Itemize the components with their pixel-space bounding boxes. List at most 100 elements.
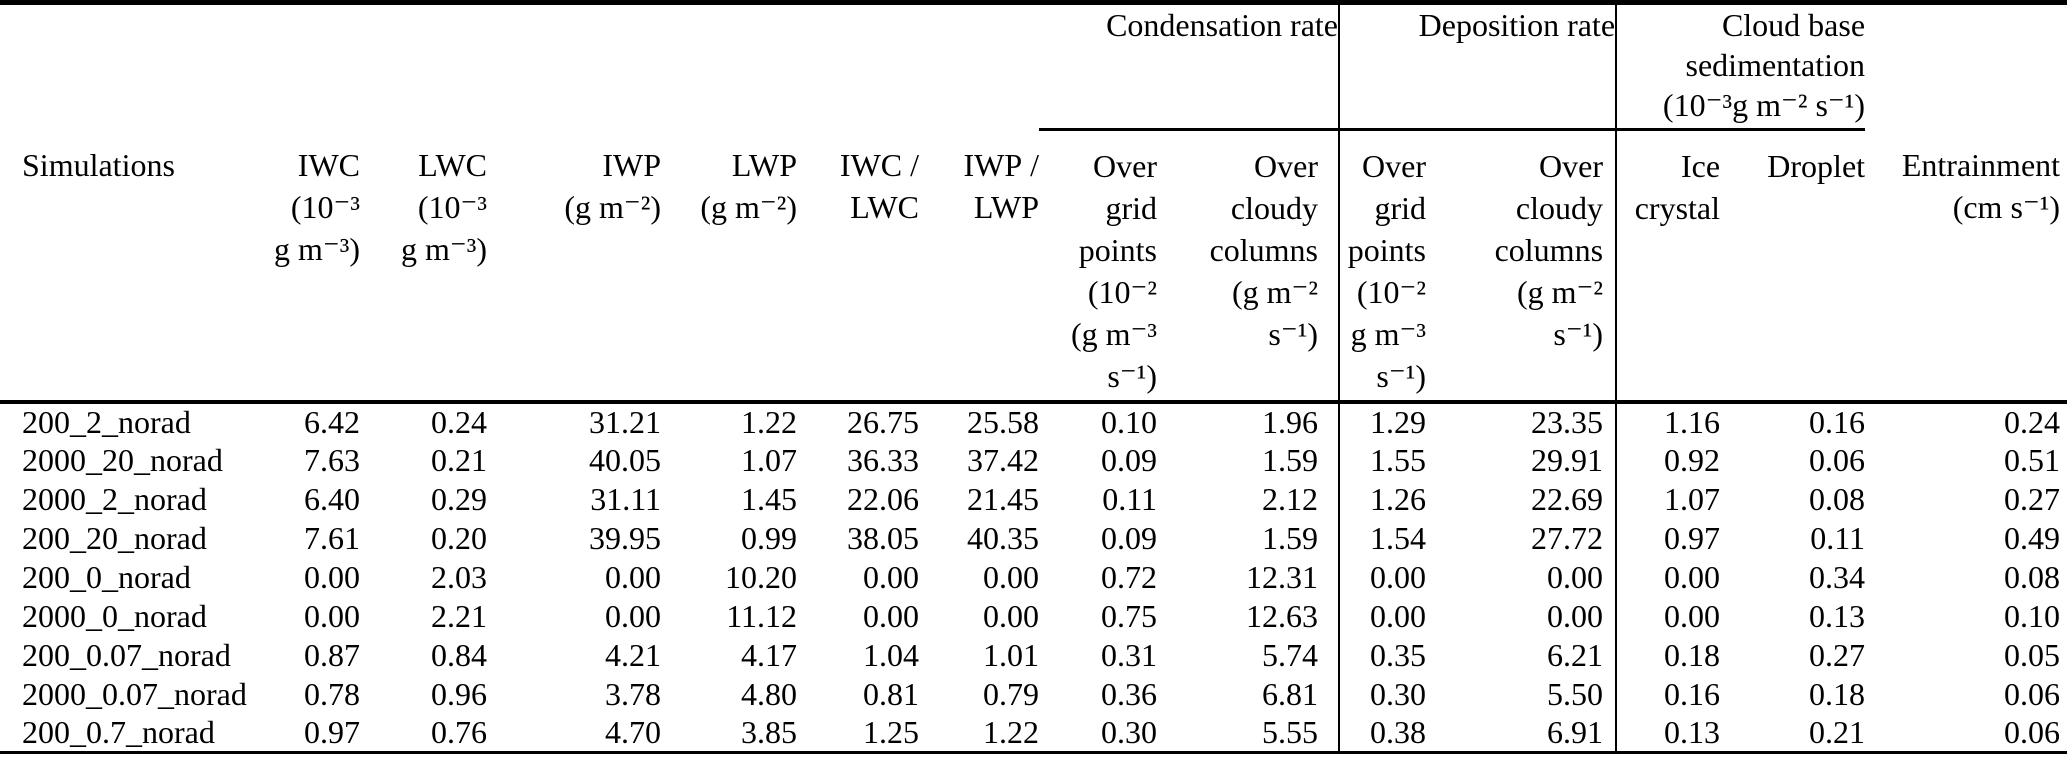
cell-iwp: 4.21 <box>605 636 661 673</box>
col-header-dep-cloudy-columns: Over cloudy columns (g m⁻² s⁻¹) <box>1426 129 1617 404</box>
col-header-iwp: IWP (g m⁻²) <box>487 129 661 404</box>
cell-dep-cloudy-columns: 27.72 <box>1531 519 1604 556</box>
cell-iwc: 6.40 <box>304 480 360 517</box>
table-row: 2000_0_norad 0.00 2.21 0.00 11.12 0.00 0… <box>0 596 2067 636</box>
cell-ice-crystal-sedimentation: 0.00 <box>1615 596 1721 636</box>
table-row: 200_0.7_norad 0.97 0.76 4.70 3.85 1.25 1… <box>0 713 2067 753</box>
cell-entrainment: 0.51 <box>2004 441 2061 478</box>
cell-dep-cloudy-columns: 29.91 <box>1531 441 1604 478</box>
cell-entrainment: 0.06 <box>2004 675 2061 712</box>
cell-lwc: 0.21 <box>431 441 487 478</box>
cell-entrainment: 0.24 <box>2004 403 2061 440</box>
cell-lwp: 0.99 <box>741 519 797 556</box>
cell-ice-crystal-sedimentation: 0.92 <box>1615 440 1721 480</box>
cell-droplet-sedimentation: 0.34 <box>1809 558 1866 595</box>
cell-iwp-lwp-ratio: 40.35 <box>967 519 1039 556</box>
cell-droplet-sedimentation: 0.13 <box>1809 597 1866 634</box>
cell-dep-grid-points: 1.54 <box>1338 518 1426 558</box>
cell-lwc: 0.24 <box>431 403 487 440</box>
cell-droplet-sedimentation: 0.11 <box>1810 519 1866 556</box>
cell-iwc: 0.87 <box>304 636 360 673</box>
cell-ice-crystal-sedimentation: 0.00 <box>1615 557 1721 597</box>
cell-cond-grid-points: 0.36 <box>1101 675 1157 712</box>
cell-dep-cloudy-columns: 0.00 <box>1547 597 1604 634</box>
col-header-simulations: Simulations <box>0 129 260 404</box>
cell-iwp: 0.00 <box>605 597 661 634</box>
cell-iwc-lwc-ratio: 1.04 <box>863 636 919 673</box>
cell-iwp-lwp-ratio: 1.01 <box>983 636 1039 673</box>
cell-ice-crystal-sedimentation: 0.97 <box>1615 518 1721 558</box>
cell-iwc-lwc-ratio: 38.05 <box>847 519 919 556</box>
cell-iwc: 7.63 <box>304 441 360 478</box>
table-row: 200_20_norad 7.61 0.20 39.95 0.99 38.05 … <box>0 518 2067 558</box>
cell-cond-grid-points: 0.75 <box>1101 597 1157 634</box>
cell-iwc-lwc-ratio: 26.75 <box>847 403 919 440</box>
cell-iwc-lwc-ratio: 1.25 <box>863 713 919 750</box>
row-label-simulation: 200_0_norad <box>22 558 191 595</box>
cell-cond-grid-points: 0.72 <box>1101 558 1157 595</box>
cell-droplet-sedimentation: 0.27 <box>1809 636 1866 673</box>
cell-lwp: 1.07 <box>741 441 797 478</box>
cell-iwp-lwp-ratio: 0.00 <box>983 558 1039 595</box>
cell-cond-cloudy-columns: 1.59 <box>1262 519 1318 556</box>
table-row: 200_2_norad 6.42 0.24 31.21 1.22 26.75 2… <box>0 401 2067 441</box>
cell-dep-cloudy-columns: 6.91 <box>1547 713 1604 750</box>
cell-cond-grid-points: 0.09 <box>1101 519 1157 556</box>
cell-lwp: 3.85 <box>741 713 797 750</box>
cell-dep-cloudy-columns: 23.35 <box>1531 403 1604 440</box>
cell-iwp-lwp-ratio: 21.45 <box>967 480 1039 517</box>
row-label-simulation: 200_0.7_norad <box>22 713 215 750</box>
cell-ice-crystal-sedimentation: 0.16 <box>1615 674 1721 714</box>
cell-iwp-lwp-ratio: 1.22 <box>983 713 1039 750</box>
cell-iwc: 7.61 <box>304 519 360 556</box>
cell-lwc: 0.76 <box>431 713 487 750</box>
row-label-simulation: 2000_0.07_norad <box>22 675 247 712</box>
cell-iwc: 0.78 <box>304 675 360 712</box>
cell-iwp: 0.00 <box>605 558 661 595</box>
group-deposition-rate: Deposition rate <box>1337 2 1617 131</box>
cell-iwc-lwc-ratio: 0.00 <box>863 597 919 634</box>
cell-cond-cloudy-columns: 6.81 <box>1262 675 1318 712</box>
cell-iwp: 39.95 <box>589 519 661 556</box>
cell-iwc-lwc-ratio: 0.00 <box>863 558 919 595</box>
cell-iwc-lwc-ratio: 36.33 <box>847 441 919 478</box>
cell-iwp-lwp-ratio: 0.00 <box>983 597 1039 634</box>
row-label-simulation: 200_0.07_norad <box>22 636 231 673</box>
group-spacer-right <box>1865 3 2067 130</box>
cell-cond-grid-points: 0.09 <box>1101 441 1157 478</box>
table-row: 2000_0.07_norad 0.78 0.96 3.78 4.80 0.81… <box>0 674 2067 714</box>
group-spacer-left <box>0 3 1039 130</box>
cell-dep-cloudy-columns: 6.21 <box>1547 636 1604 673</box>
cell-lwc: 0.84 <box>431 636 487 673</box>
row-label-simulation: 200_20_norad <box>22 519 207 556</box>
cell-lwc: 0.96 <box>431 675 487 712</box>
cell-lwp: 4.17 <box>741 636 797 673</box>
cell-cond-cloudy-columns: 5.74 <box>1262 636 1318 673</box>
group-cloud-base-sedimentation: Cloud base sedimentation (10⁻³g m⁻² s⁻¹) <box>1615 2 1866 131</box>
cell-ice-crystal-sedimentation: 0.18 <box>1615 635 1721 675</box>
cell-dep-grid-points: 0.00 <box>1338 557 1426 597</box>
cell-iwp-lwp-ratio: 25.58 <box>967 403 1039 440</box>
cell-dep-cloudy-columns: 22.69 <box>1531 480 1604 517</box>
group-header-row: Condensation rate Deposition rate Cloud … <box>0 2 2067 131</box>
cell-droplet-sedimentation: 0.16 <box>1809 403 1866 440</box>
cell-lwc: 0.20 <box>431 519 487 556</box>
table-row: 2000_20_norad 7.63 0.21 40.05 1.07 36.33… <box>0 440 2067 480</box>
cell-entrainment: 0.49 <box>2004 519 2061 556</box>
row-label-simulation: 2000_2_norad <box>22 480 207 517</box>
row-label-simulation: 2000_0_norad <box>22 597 207 634</box>
cell-lwp: 11.12 <box>726 597 797 634</box>
cell-iwp: 31.21 <box>589 403 661 440</box>
cell-lwp: 4.80 <box>741 675 797 712</box>
cell-dep-cloudy-columns: 0.00 <box>1547 558 1604 595</box>
cell-cond-cloudy-columns: 12.31 <box>1246 558 1318 595</box>
cell-iwc-lwc-ratio: 0.81 <box>863 675 919 712</box>
cell-cond-grid-points: 0.11 <box>1102 480 1157 517</box>
cell-lwc: 2.21 <box>431 597 487 634</box>
col-header-ice-crystal: Ice crystal <box>1615 129 1721 404</box>
cell-entrainment: 0.10 <box>2004 597 2061 634</box>
col-header-lwc: LWC (10⁻³ g m⁻³) <box>360 129 487 404</box>
cell-iwc: 0.00 <box>304 558 360 595</box>
table-row: 200_0_norad 0.00 2.03 0.00 10.20 0.00 0.… <box>0 557 2067 597</box>
cell-lwc: 2.03 <box>431 558 487 595</box>
